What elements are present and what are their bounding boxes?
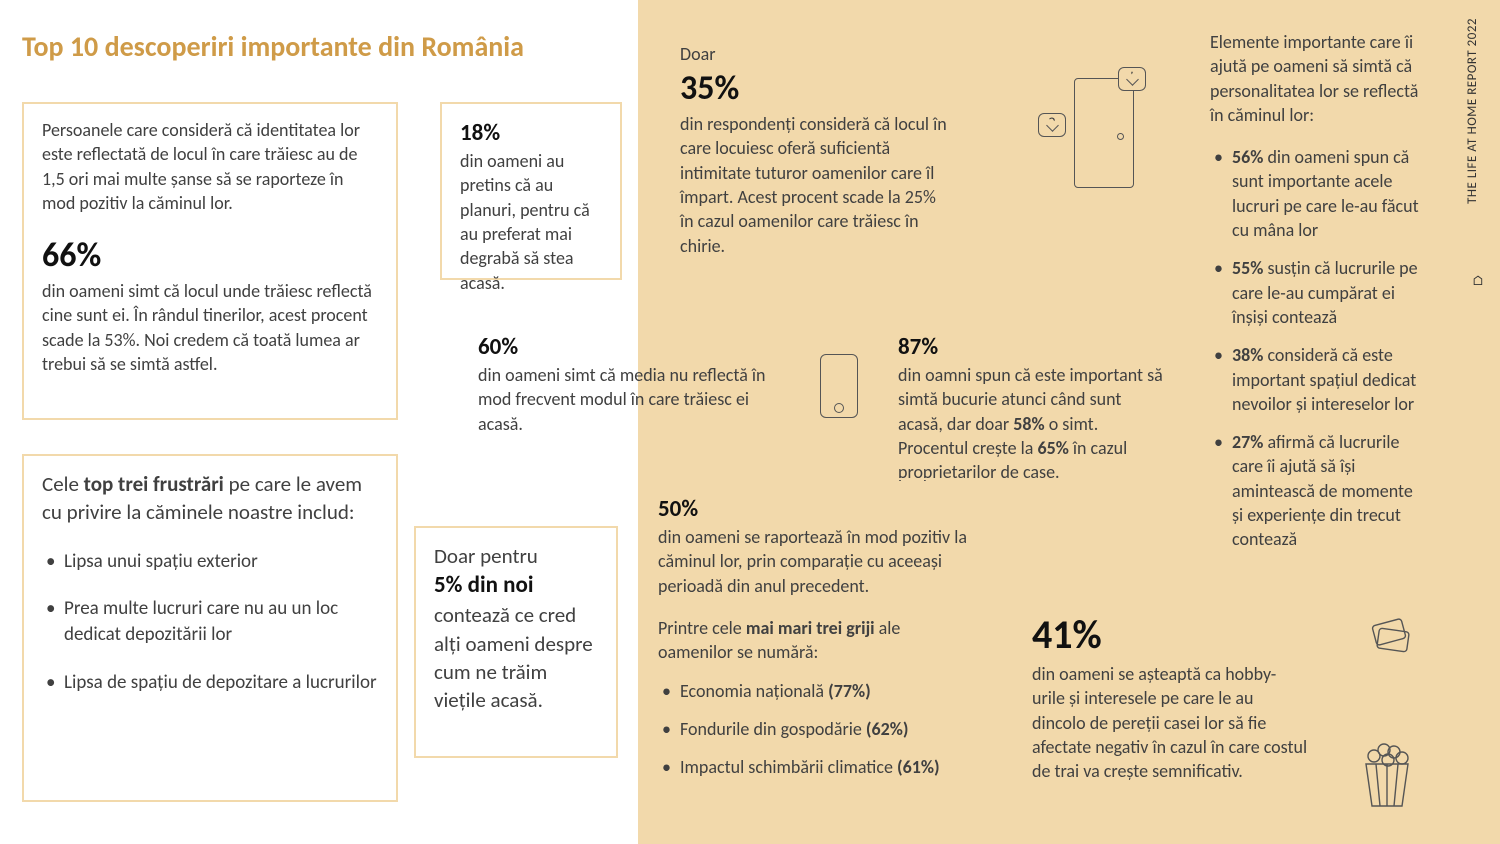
phone-icon [820,354,858,418]
card-plans-stat: 18% [460,118,602,149]
card-worries: 50% din oameni se raportează în mod pozi… [638,478,990,830]
card-plans-body: din oameni au pretins că au planuri, pen… [460,149,602,295]
card-frustrations: Cele top trei frustrări pe care le avem … [22,454,398,802]
card-joy-body: din oamni spun că este important să simt… [898,363,1164,484]
card-worries-subhead: Printre cele mai mari trei griji ale oam… [658,616,970,665]
card-identity-intro: Persoanele care consideră că identitatea… [42,118,378,215]
page-title: Top 10 descoperiri importante din Români… [22,28,524,66]
card-media-stat: 60% [478,332,768,363]
popcorn-icon [1358,740,1416,810]
card-personality-elements: Elemente importante care îi ajută pe oam… [1190,14,1444,570]
card-identity: Persoanele care consideră că identitatea… [22,102,398,420]
card-identity-stat: 66% [42,233,378,279]
card-media-body: din oameni simt că media nu reflectă în … [478,363,768,436]
home-icon: ⌂ [1472,272,1484,291]
card-opinions-stat: 5% din noi [434,570,598,601]
card-worries-body: din oameni se raportează în mod pozitiv … [658,525,970,598]
list-item: 27% afirmă că lucrurile care îi ajută să… [1210,430,1424,551]
list-item: Impactul schimbării climatice (61%) [658,755,970,779]
card-worries-stat: 50% [658,494,970,525]
card-media: 60% din oameni simt că media nu reflectă… [460,318,786,450]
card-opinions-pre: Doar pentru [434,542,598,570]
card-hobbies-body: din oameni se așteaptă ca hobby-urile și… [1032,662,1308,783]
tickets-icon [1364,614,1414,658]
card-frustrations-intro: Cele top trei frustrări pe care le avem … [42,470,378,527]
card-privacy-body: din respondenți consideră că locul în ca… [680,112,950,258]
report-label: THE LIFE AT HOME REPORT 2022 [1464,18,1482,204]
list-item: 56% din oameni spun că sunt importante a… [1210,145,1424,242]
list-item: Fondurile din gospodărie (62%) [658,717,970,741]
list-item: Lipsa unui spațiu exterior [42,549,378,575]
card-identity-body: din oameni simt că locul unde trăiesc re… [42,279,378,376]
card-joy: 87% din oamni spun că este important să … [880,318,1182,456]
list-item: Economia națională (77%) [658,679,970,703]
card-privacy: Doar 35% din respondenți consideră că lo… [660,26,1166,294]
card-plans: 18% din oameni au pretins că au planuri,… [440,102,622,280]
list-item: 38% consideră că este important spațiul … [1210,343,1424,416]
door-icon: ! ? [1056,73,1144,193]
card-worries-list: Economia națională (77%) Fondurile din g… [658,679,970,780]
card-opinions-body: contează ce cred alți oameni despre cum … [434,601,598,714]
list-item: Prea multe lucruri care nu au un loc ded… [42,596,378,647]
card-frustrations-list: Lipsa unui spațiu exterior Prea multe lu… [42,549,378,696]
card-opinions: Doar pentru 5% din noi contează ce cred … [414,526,618,758]
card-joy-stat: 87% [898,332,1164,363]
card-privacy-pre: Doar [680,42,1146,66]
list-item: 55% susțin că lucrurile pe care le-au cu… [1210,256,1424,329]
list-item: Lipsa de spațiu de depozitare a lucruril… [42,670,378,696]
card-hobbies: 41% din oameni se așteaptă ca hobby-uril… [1012,592,1444,824]
card-personality-intro: Elemente importante care îi ajută pe oam… [1210,30,1424,127]
card-personality-list: 56% din oameni spun că sunt importante a… [1210,145,1424,551]
